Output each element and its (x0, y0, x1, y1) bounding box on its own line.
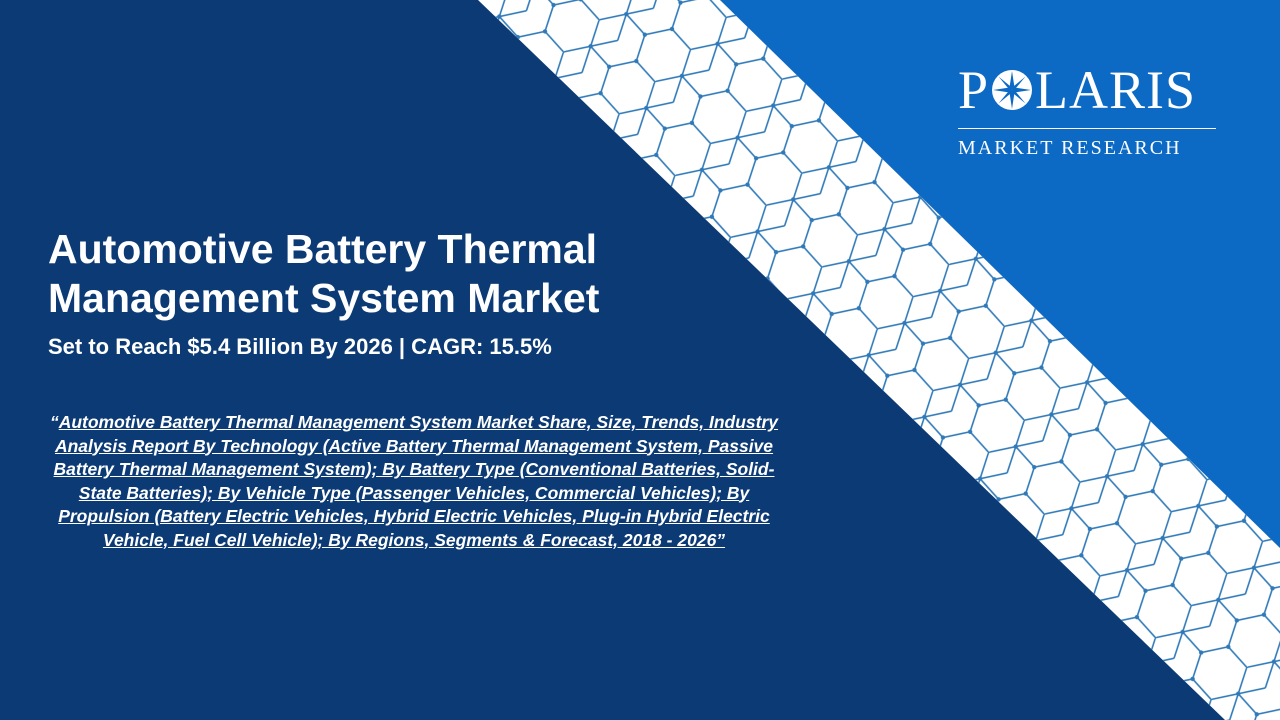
logo-letter-p: P (958, 60, 990, 120)
report-link[interactable]: Automotive Battery Thermal Management Sy… (53, 412, 779, 550)
logo-divider (958, 128, 1216, 129)
headline-title: Automotive Battery Thermal Management Sy… (48, 226, 600, 321)
headline-subtitle: Set to Reach $5.4 Billion By 2026 | CAGR… (48, 334, 552, 359)
logo-subtitle: MARKET RESEARCH (958, 137, 1182, 159)
report-description: “Automotive Battery Thermal Management S… (44, 411, 784, 552)
compass-star-icon (992, 70, 1033, 110)
logo-letters-rest: LARIS (1035, 60, 1197, 120)
logo-wordmark: P LARIS (958, 60, 1216, 120)
open-quote: “ (49, 412, 59, 432)
polaris-logo: P LARIS MARKET RESEARCH (958, 60, 1216, 160)
